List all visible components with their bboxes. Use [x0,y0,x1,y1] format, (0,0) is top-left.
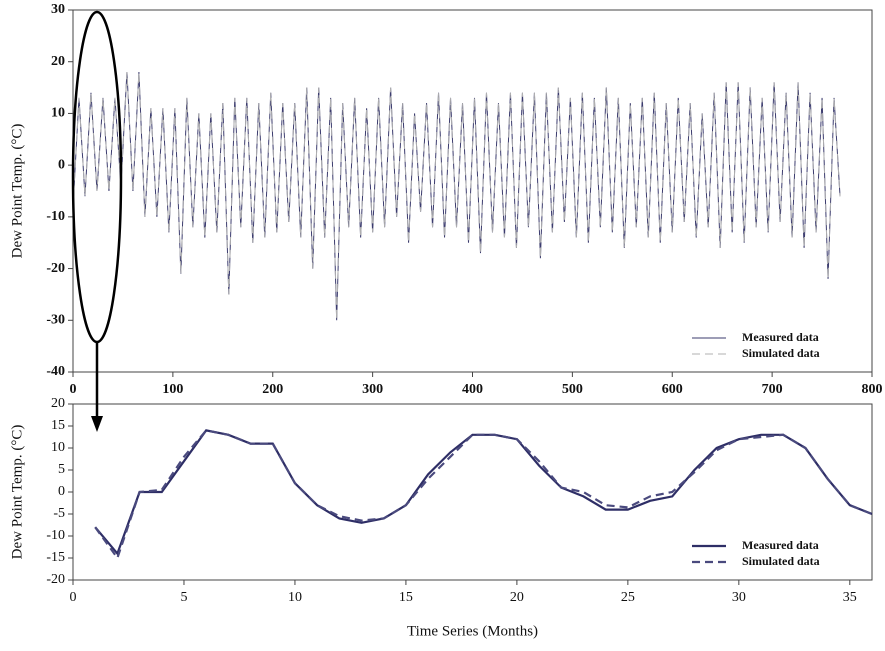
y-tick-label: 15 [51,418,65,433]
x-tick-label: 20 [510,590,524,605]
data-line [94,429,873,556]
legend-label: Simulated data [742,554,820,568]
y-tick-label: 0 [58,157,65,172]
y-tick-label: -40 [46,364,65,379]
legend-label: Measured data [742,330,819,344]
x-tick-label: 35 [843,590,857,605]
y-tick-label: 0 [58,484,65,499]
legend-label: Measured data [742,538,819,552]
y-tick-label: 10 [51,440,65,455]
x-tick-label: 800 [862,382,883,397]
x-tick-label: 5 [180,590,187,605]
y-tick-label: -10 [46,528,65,543]
y-tick-label: -5 [53,506,65,521]
data-line [94,429,873,561]
x-tick-label: 10 [288,590,302,605]
x-tick-label: 25 [621,590,635,605]
x-tick-label: 500 [562,382,583,397]
x-tick-label: 200 [262,382,283,397]
y-axis-label: Dew Point Temp. (°C) [9,124,25,259]
x-tick-label: 0 [70,590,77,605]
y-tick-label: -20 [46,572,65,587]
y-tick-label: -30 [46,313,65,328]
y-tick-label: -20 [46,261,65,276]
x-tick-label: 300 [362,382,383,397]
highlight-ellipse [71,10,123,344]
y-tick-label: 20 [51,54,65,69]
y-tick-label: -10 [46,209,65,224]
data-line [72,72,841,321]
x-tick-label: 400 [462,382,483,397]
x-axis-label: Time Series (Months) [407,623,538,639]
y-tick-label: 5 [58,462,65,477]
x-tick-label: 100 [162,382,183,397]
x-tick-label: 15 [399,590,413,605]
x-tick-label: 600 [662,382,683,397]
y-tick-label: -15 [46,550,65,565]
plot-frame [72,9,873,373]
y-tick-label: 20 [51,396,65,411]
y-tick-label: 10 [51,106,65,121]
arrow-head [91,416,103,432]
y-tick-label: 30 [51,2,65,17]
x-tick-label: 700 [762,382,783,397]
x-tick-label: 30 [732,590,746,605]
legend-label: Simulated data [742,346,820,360]
x-tick-label: 0 [70,382,77,397]
y-axis-label: Dew Point Temp. (°C) [9,425,25,560]
